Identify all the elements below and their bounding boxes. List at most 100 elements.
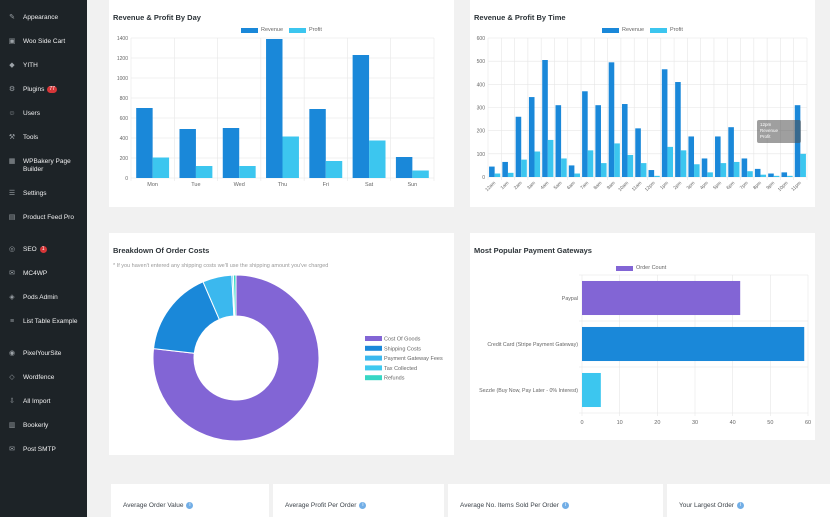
bar-profit <box>600 163 607 177</box>
sidebar-item[interactable]: ◆ YITH <box>0 62 87 70</box>
bar-profit <box>282 136 299 178</box>
x-tick-label: Wed <box>234 182 245 188</box>
x-tick-label: 1pm <box>659 180 670 191</box>
sidebar-item[interactable]: ⚒ Tools <box>0 134 87 142</box>
bar-revenue <box>502 161 508 177</box>
bar-revenue <box>542 60 548 178</box>
card-title: Most Popular Payment Gateways <box>474 246 592 255</box>
doughnut-slice <box>152 274 320 442</box>
x-tick-label: Mon <box>147 182 158 188</box>
sidebar-item[interactable]: ≡ List Table Example <box>0 318 87 326</box>
sidebar-item[interactable]: ▦ WPBakery Page Builder <box>0 158 87 174</box>
legend-swatch-revenue <box>241 27 258 33</box>
legend-label: Profit <box>309 27 322 33</box>
x-tick-label: 2am <box>513 180 524 191</box>
sidebar-item[interactable]: ◎ SEO 1 <box>0 246 87 254</box>
bar-profit <box>561 158 567 177</box>
x-tick-label: 11am <box>631 180 643 192</box>
sidebar-item-label: Settings <box>23 190 47 197</box>
sidebar-item[interactable]: ◇ Wordfence <box>0 374 87 382</box>
sidebar-item-label: WPBakery Page Builder <box>23 158 71 173</box>
y-tick-label: Credit Card (Stripe Payment Gateway) <box>487 342 578 348</box>
revenue-by-day-card: Revenue & Profit By Day Revenue Profit 0… <box>109 0 454 207</box>
sidebar-item[interactable]: ▤ Product Feed Pro <box>0 214 87 222</box>
sidebar-item[interactable]: ☺ Users <box>0 110 87 118</box>
legend-label: Tax Collected <box>384 366 417 372</box>
legend-label: Revenue <box>261 27 284 33</box>
card-title: Revenue & Profit By Day <box>113 13 201 22</box>
bar-profit <box>239 166 256 178</box>
bar-order-count <box>582 326 805 362</box>
x-tick-label: 40 <box>730 420 736 426</box>
info-icon[interactable]: i <box>186 502 194 509</box>
legend-swatch <box>365 375 382 381</box>
sidebar-item[interactable]: ☰ Settings <box>0 190 87 198</box>
sidebar-item[interactable]: ✉ MC4WP <box>0 270 87 278</box>
notification-badge: 1 <box>39 246 47 253</box>
legend-swatch-profit <box>650 27 668 33</box>
y-tick-label: 1200 <box>117 56 128 62</box>
bar-revenue <box>582 91 588 177</box>
stat-card-average-items: Average No. Items Sold Per Order i <box>448 484 663 517</box>
sidebar-item[interactable]: ▣ Woo Side Cart <box>0 38 87 46</box>
x-tick-label: 6am <box>566 180 577 191</box>
sidebar-item[interactable]: ⇩ All Import <box>0 398 87 406</box>
bar-revenue <box>515 116 522 177</box>
sidebar-item[interactable]: ◈ Pods Admin <box>0 294 87 302</box>
sidebar-item[interactable]: ◉ PixelYourSite <box>0 350 87 358</box>
sidebar-item-label: MC4WP <box>23 270 48 277</box>
x-tick-label: 7pm <box>739 180 750 191</box>
paintbrush-icon: ✎ <box>9 14 15 21</box>
sidebar-item-label: Users <box>23 110 40 117</box>
sidebar-item-label: Product Feed Pro <box>23 214 74 221</box>
cart-icon: ▣ <box>8 38 16 45</box>
stat-label: Average Order Value i <box>123 502 194 509</box>
sidebar-item-label: All Import <box>23 398 51 405</box>
x-tick-label: 10pm <box>777 180 790 193</box>
info-icon[interactable]: i <box>561 502 569 509</box>
bar-revenue <box>608 62 615 178</box>
sidebar-item[interactable]: ▥ Bookerly <box>0 422 87 430</box>
users-icon: ☺ <box>8 110 16 117</box>
legend-swatch <box>365 336 382 341</box>
mc4wp-icon: ✉ <box>9 270 15 277</box>
sidebar-item[interactable]: ✎ Appearance <box>0 14 87 22</box>
info-icon[interactable]: i <box>737 502 745 509</box>
bar-profit <box>195 166 213 178</box>
bar-profit <box>667 146 674 177</box>
y-tick-label: 400 <box>477 82 486 88</box>
sidebar-item-label: Appearance <box>23 14 59 21</box>
pixel-icon: ◉ <box>8 350 16 357</box>
x-tick-label: 20 <box>654 420 660 426</box>
info-icon[interactable]: i <box>359 502 367 509</box>
sidebar-item[interactable]: ⚙ Plugins 77 <box>0 86 87 94</box>
x-tick-label: 10am <box>617 180 630 193</box>
order-costs-doughnut-chart: Cost Of Goods Shipping Costs Payment Gatew… <box>152 274 443 442</box>
wrench-icon: ⚒ <box>8 134 16 141</box>
legend-swatch <box>365 355 382 361</box>
legend-label: Payment Gateway Fees <box>384 356 443 362</box>
x-tick-label: 7am <box>579 180 590 191</box>
card-subtitle: * If you haven't entered any shipping co… <box>113 263 329 269</box>
sidebar-item-label: PixelYourSite <box>23 350 62 357</box>
bar-profit <box>412 170 429 178</box>
revenue-by-day-chart: 0 200 400 600 800 1000 1200 1400 Mon Tue Wed Thu Fri… <box>117 36 435 188</box>
x-tick-label: 12pm <box>644 180 657 193</box>
bar-profit <box>152 157 170 178</box>
y-tick-label: 600 <box>477 36 486 42</box>
sidebar-item[interactable]: ✉ Post SMTP <box>0 446 87 454</box>
x-tick-label: Sun <box>407 182 417 188</box>
y-tick-label: 400 <box>120 136 129 142</box>
bar-revenue <box>715 136 721 177</box>
x-tick-label: 11pm <box>790 180 802 192</box>
legend-swatch <box>365 345 382 351</box>
bar-revenue <box>675 82 681 177</box>
bar-profit <box>747 171 753 177</box>
sidebar-item-label: Pods Admin <box>23 294 58 301</box>
bar-revenue <box>741 158 748 177</box>
stat-label: Your Largest Order i <box>679 502 745 509</box>
card-title: Revenue & Profit By Time <box>474 13 566 22</box>
y-tick-label: 500 <box>477 59 486 65</box>
payment-gateways-card: Most Popular Payment Gateways Order Coun… <box>470 233 815 440</box>
bar-revenue <box>621 104 628 177</box>
